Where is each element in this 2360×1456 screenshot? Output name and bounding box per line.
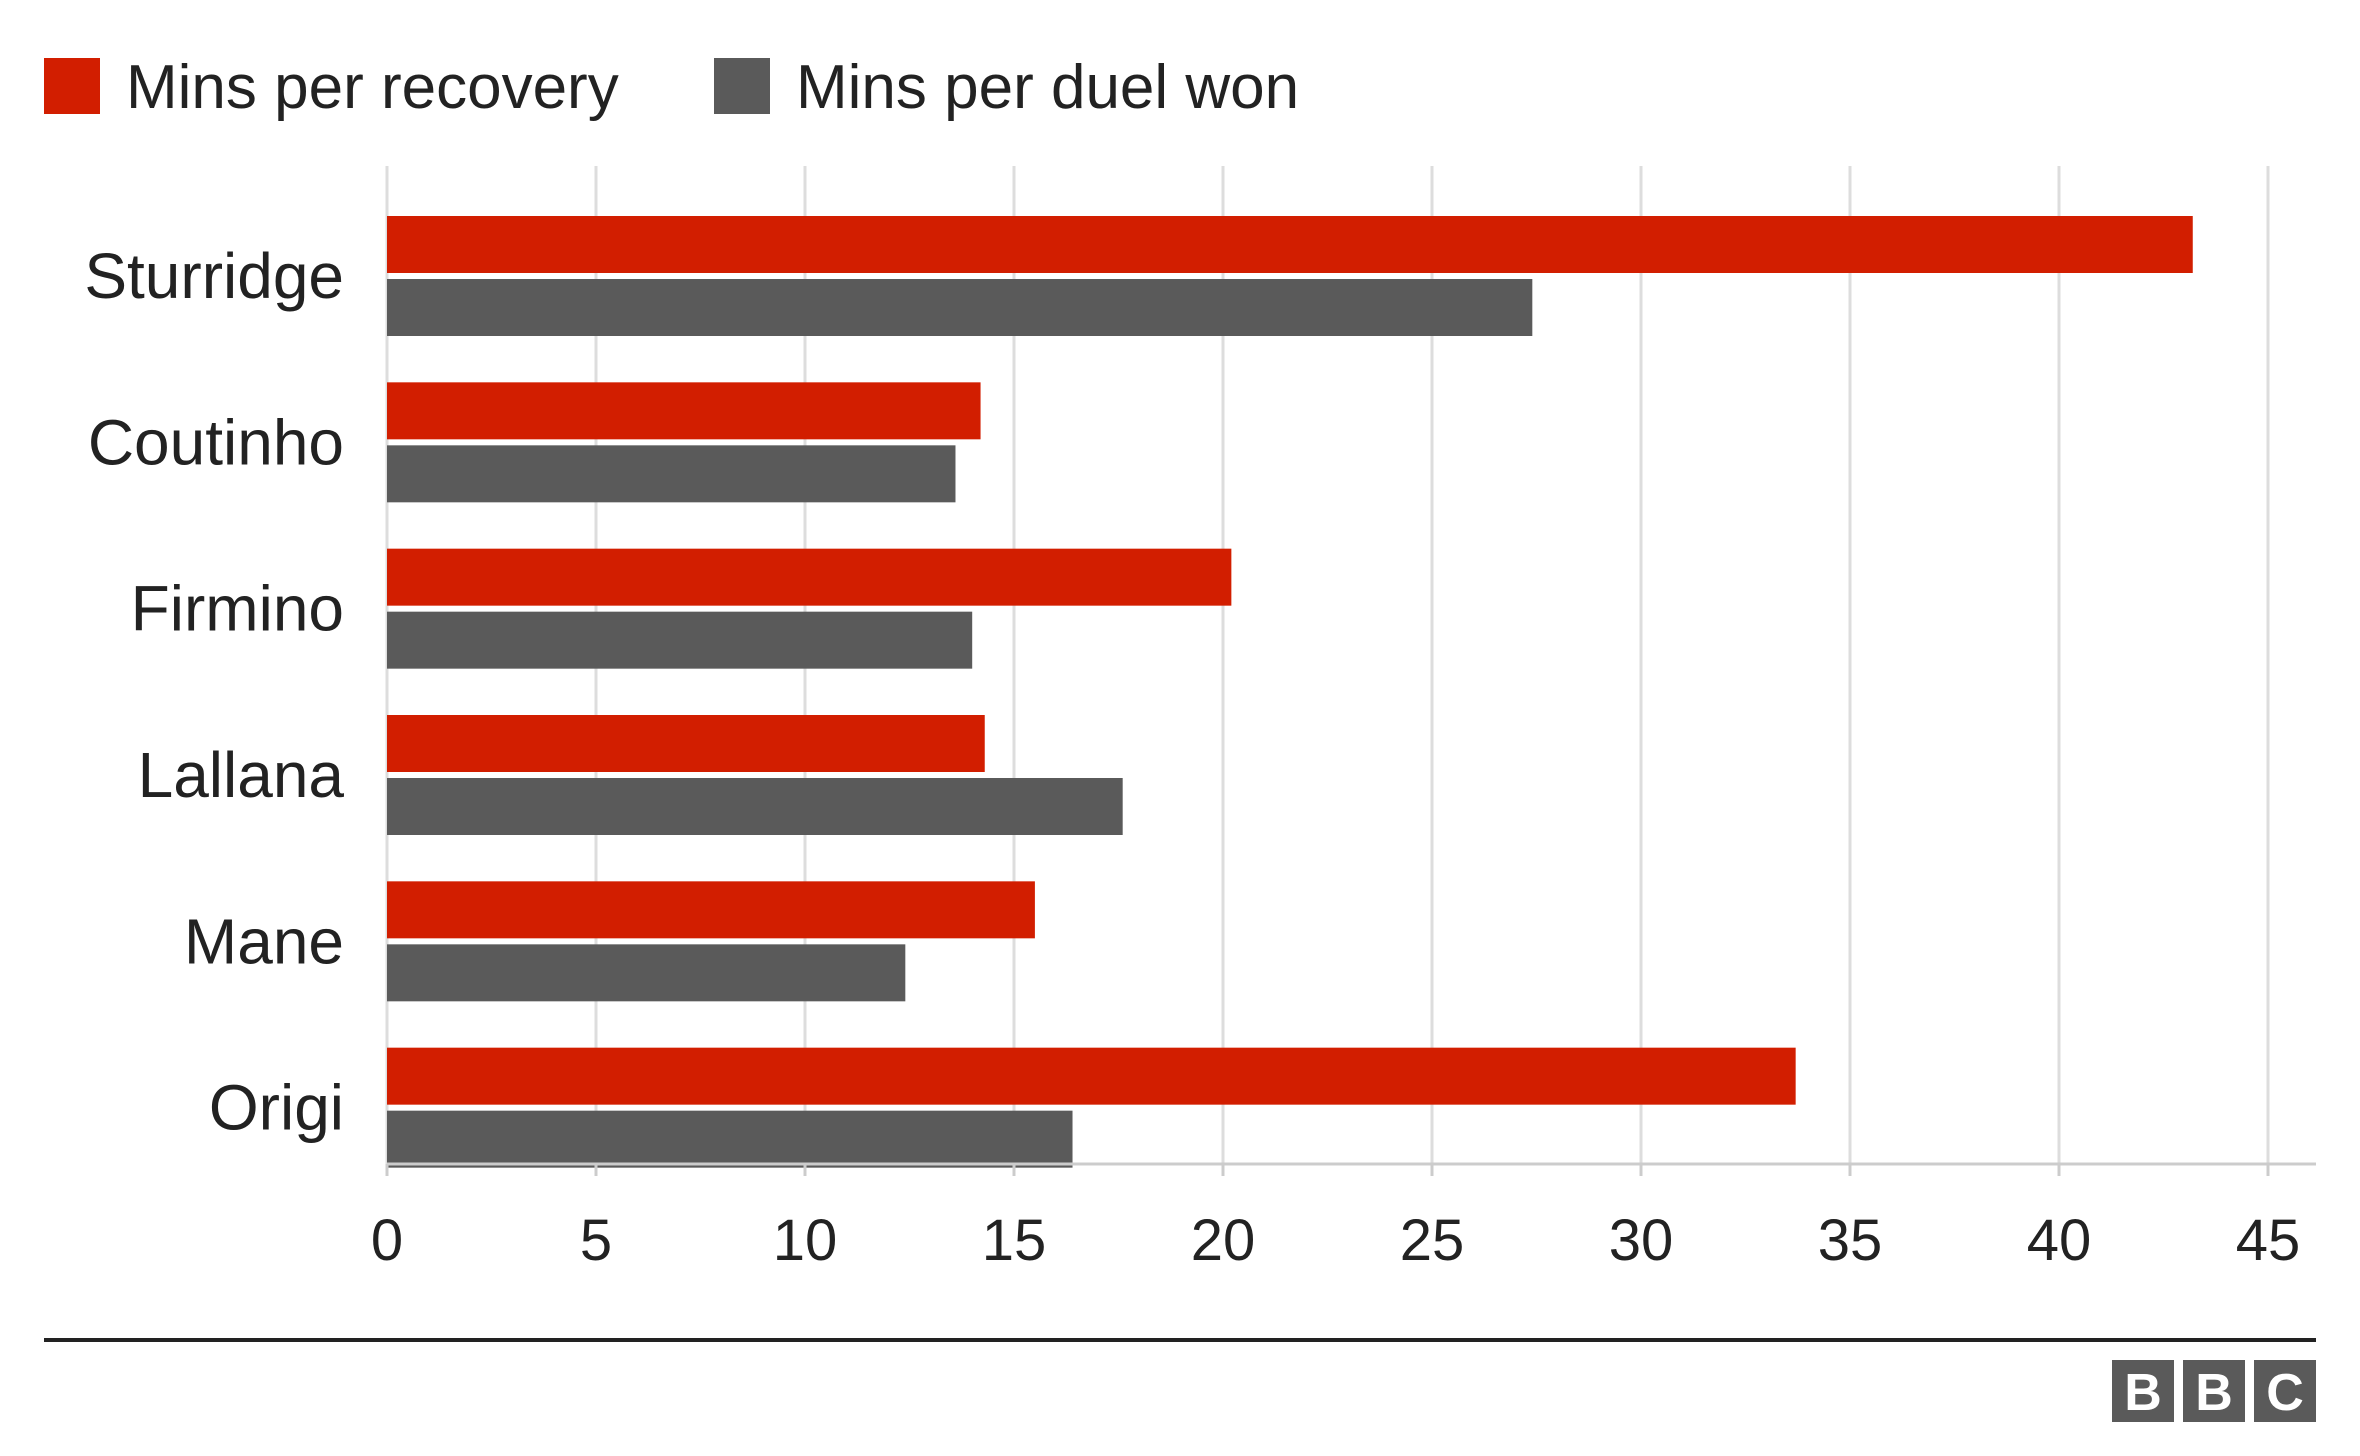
bar-coutinho-mins-per-recovery (387, 382, 981, 440)
x-axis: 0 5 10 15 20 25 30 35 40 45 (371, 1162, 2316, 1273)
category-label-coutinho: Coutinho (88, 406, 344, 478)
bar-coutinho-mins-per-duel-won (387, 445, 956, 503)
x-tick-label-30: 30 (1609, 1208, 1674, 1273)
x-tick-label-25: 25 (1400, 1208, 1465, 1273)
category-label-origi: Origi (209, 1072, 344, 1144)
legend-label-mins-per-recovery: Mins per recovery (126, 53, 619, 122)
bar-lallana-mins-per-recovery (387, 715, 985, 772)
bar-lallana-mins-per-duel-won (387, 778, 1123, 835)
x-tick-label-20: 20 (1191, 1208, 1256, 1273)
x-tick-label-35: 35 (1818, 1208, 1883, 1273)
legend-swatch-mins-per-recovery (44, 58, 100, 114)
category-label-sturridge: Sturridge (84, 240, 344, 312)
x-tick-label-5: 5 (580, 1208, 612, 1273)
x-tick-label-15: 15 (982, 1208, 1047, 1273)
bbc-logo-block (2254, 1360, 2316, 1422)
bar-origi-mins-per-duel-won (387, 1110, 1073, 1168)
category-label-mane: Mane (184, 905, 344, 977)
x-tick-label-10: 10 (773, 1208, 838, 1273)
x-tick-label-40: 40 (2027, 1208, 2092, 1273)
category-labels: Sturridge Coutinho Firmino Lallana Mane Origi (84, 240, 344, 1144)
bbc-logo-letter: C (2266, 1364, 2304, 1422)
category-label-firmino: Firmino (131, 573, 344, 645)
bbc-logo-letter: B (2124, 1364, 2162, 1422)
bbc-logo-block (2183, 1360, 2245, 1422)
bbc-logo-letter: B (2195, 1364, 2233, 1422)
bbc-logo-block (2112, 1360, 2174, 1422)
legend-swatch-mins-per-duel-won (714, 58, 770, 114)
category-label-lallana: Lallana (138, 739, 345, 811)
bar-sturridge-mins-per-duel-won (387, 279, 1533, 336)
legend: Mins per recovery Mins per duel won (44, 53, 1299, 122)
bars (387, 216, 2193, 1168)
x-tick-label-45: 45 (2236, 1208, 2301, 1273)
bar-sturridge-mins-per-recovery (387, 216, 2193, 273)
bar-firmino-mins-per-duel-won (387, 611, 973, 669)
bar-origi-mins-per-recovery (387, 1047, 1796, 1105)
bar-firmino-mins-per-recovery (387, 548, 1232, 606)
bar-mane-mins-per-duel-won (387, 944, 906, 1002)
legend-label-mins-per-duel-won: Mins per duel won (796, 53, 1299, 122)
x-tick-label-0: 0 (371, 1208, 403, 1273)
bar-mane-mins-per-recovery (387, 881, 1035, 939)
